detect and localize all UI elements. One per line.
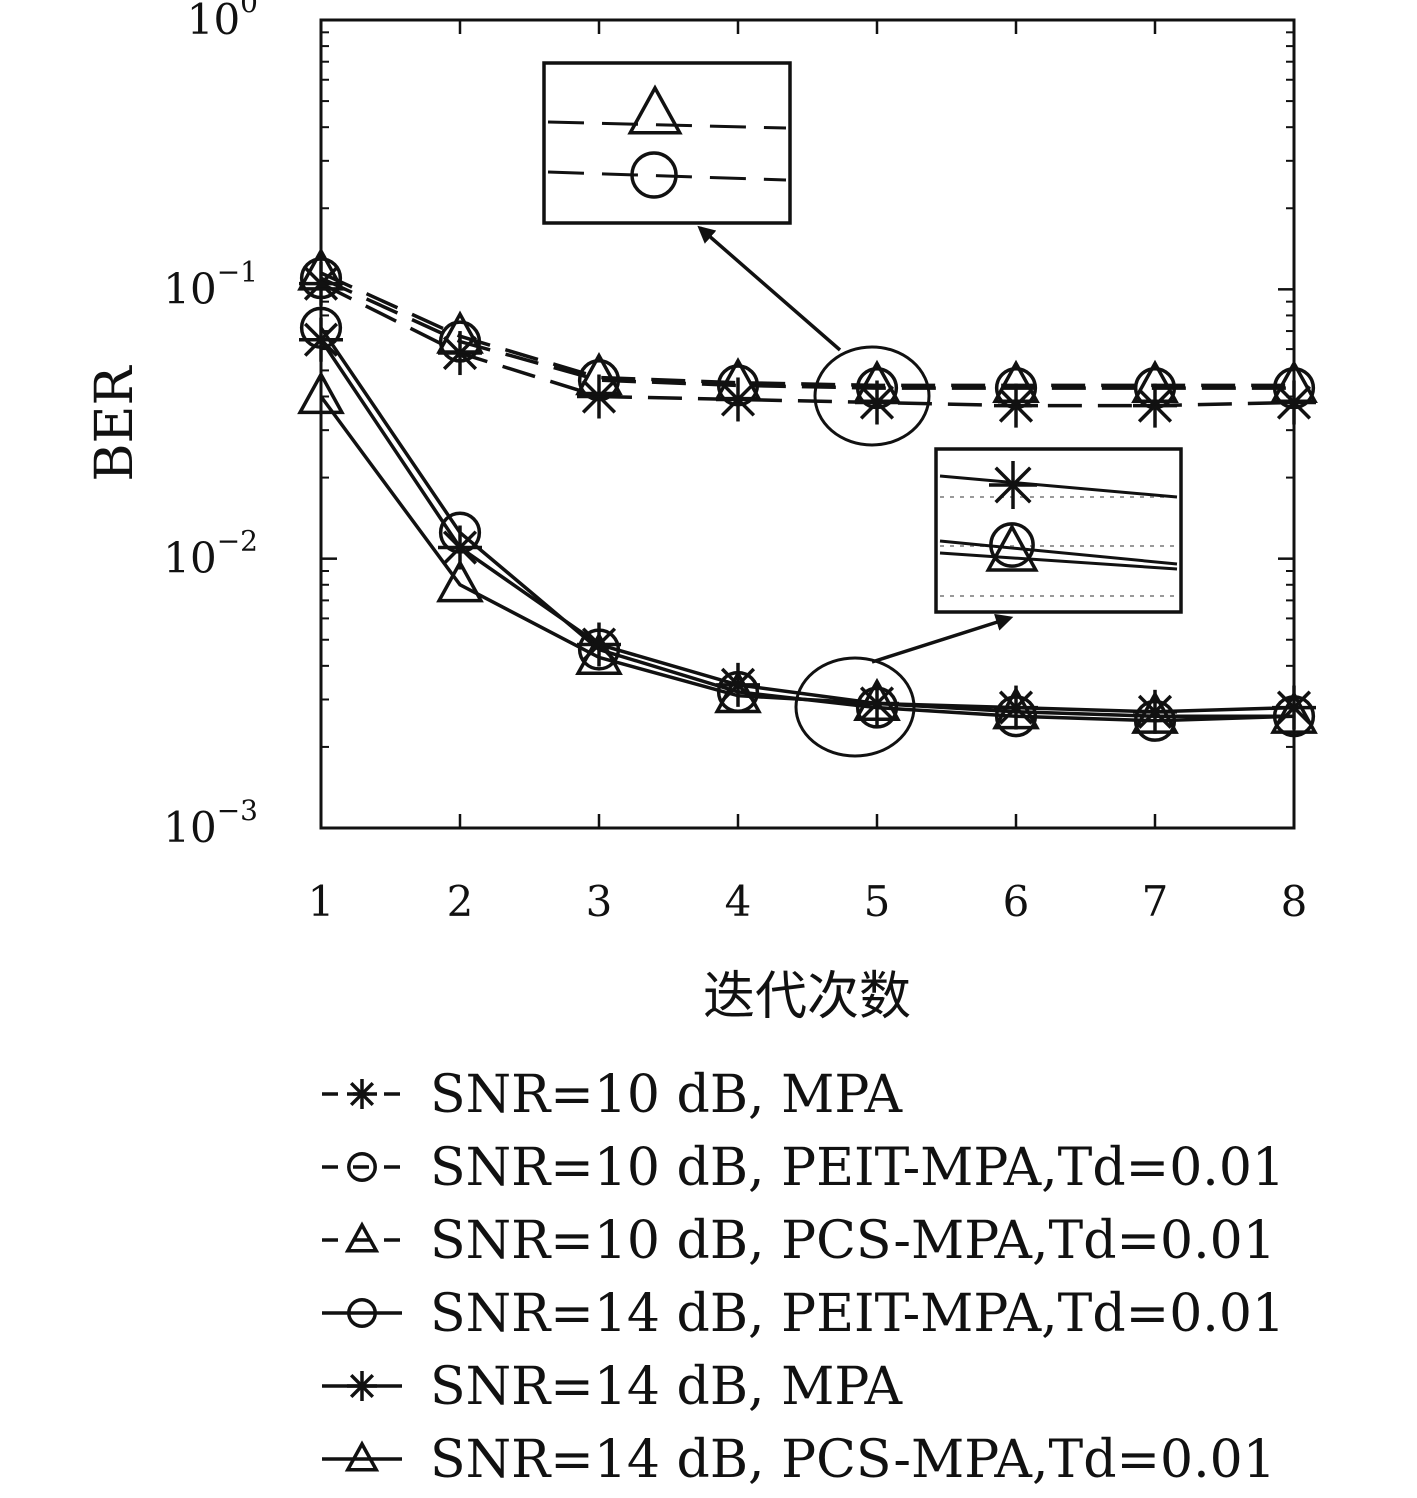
legend-entry: SNR=14 dB, PCS-MPA,Td=0.01 xyxy=(322,1430,1276,1490)
data-point xyxy=(299,257,343,300)
legend-label: SNR=14 dB, PCS-MPA,Td=0.01 xyxy=(430,1430,1276,1490)
zoom-arrow-lower xyxy=(871,613,1014,664)
data-point xyxy=(436,310,484,354)
series-line xyxy=(319,338,1295,714)
data-point xyxy=(297,370,345,415)
data-point xyxy=(716,364,760,407)
data-point xyxy=(1131,359,1179,403)
series-line xyxy=(320,282,1295,408)
y-axis-label: BER xyxy=(85,364,145,481)
legend-marker xyxy=(344,1221,380,1253)
y-tick-label: 10−2 xyxy=(163,525,258,583)
legend-entry: SNR=10 dB, PEIT-MPA,Td=0.01 xyxy=(322,1138,1285,1198)
legend-label: SNR=10 dB, PCS-MPA,Td=0.01 xyxy=(430,1211,1276,1271)
inset-marker-circle xyxy=(630,151,678,199)
data-point xyxy=(1131,690,1179,734)
data-point xyxy=(575,631,623,675)
annotations xyxy=(542,61,1183,758)
zoom-callout-ellipse-upper xyxy=(813,345,931,447)
x-tick-label: 2 xyxy=(447,877,474,926)
data-point xyxy=(1270,359,1318,403)
data-point xyxy=(299,317,343,362)
legend-marker xyxy=(347,1298,377,1328)
x-tick-label: 3 xyxy=(586,877,613,926)
data-point xyxy=(1270,690,1318,734)
series-group xyxy=(297,247,1318,742)
x-tick-label: 6 xyxy=(1003,877,1030,926)
y-tick-label: 100 xyxy=(187,0,258,44)
x-tick-label: 7 xyxy=(1142,877,1169,926)
inset-marker-triangle xyxy=(627,84,683,135)
series-6 xyxy=(297,370,1318,734)
data-point xyxy=(853,359,901,403)
legend-marker xyxy=(347,1152,377,1182)
x-tick-label: 1 xyxy=(308,877,335,926)
y-tick-label: 10−1 xyxy=(163,255,258,313)
data-point xyxy=(1272,366,1316,410)
data-point xyxy=(992,686,1040,730)
legend-label: SNR=14 dB, PEIT-MPA,Td=0.01 xyxy=(430,1284,1285,1344)
series-line xyxy=(320,276,1294,390)
data-point xyxy=(577,374,621,419)
legend-entry: SNR=14 dB, MPA xyxy=(322,1357,904,1417)
zoom-inset-upper xyxy=(542,61,792,225)
legend-label: SNR=14 dB, MPA xyxy=(430,1357,904,1417)
series-line xyxy=(320,271,1294,388)
data-point xyxy=(994,685,1038,730)
data-point xyxy=(436,559,484,603)
legend-entry: SNR=10 dB, PCS-MPA,Td=0.01 xyxy=(322,1211,1276,1271)
data-point xyxy=(714,670,762,714)
data-point xyxy=(855,366,899,410)
legend-label: SNR=10 dB, PEIT-MPA,Td=0.01 xyxy=(430,1138,1285,1198)
x-tick-label: 5 xyxy=(864,877,891,926)
legend-marker xyxy=(347,1371,377,1401)
x-axis-label: 迭代次数 xyxy=(703,967,911,1027)
data-point xyxy=(994,383,1038,428)
inset-marker-triangle xyxy=(985,523,1039,572)
legend-entry: SNR=10 dB, MPA xyxy=(322,1065,904,1125)
x-tick-label: 4 xyxy=(725,877,752,926)
zoom-inset-lower xyxy=(934,447,1183,614)
data-point xyxy=(992,359,1040,403)
legend-entry: SNR=14 dB, PEIT-MPA,Td=0.01 xyxy=(322,1284,1285,1344)
series-2 xyxy=(299,257,1316,410)
series-3 xyxy=(297,247,1318,403)
data-point xyxy=(853,677,901,722)
legend-marker xyxy=(344,1440,380,1472)
data-point xyxy=(714,357,762,401)
data-point xyxy=(1133,383,1177,428)
data-point xyxy=(577,359,621,402)
data-point xyxy=(297,247,345,291)
data-point xyxy=(575,352,623,396)
legend-marker xyxy=(347,1079,377,1109)
zoom-arrow-upper xyxy=(697,225,842,352)
legend-label: SNR=10 dB, MPA xyxy=(430,1065,904,1125)
data-point xyxy=(994,366,1038,410)
x-tick-label: 8 xyxy=(1281,877,1308,926)
series-line xyxy=(319,395,1294,718)
data-point xyxy=(1133,689,1177,734)
y-tick-label: 10−3 xyxy=(163,794,258,852)
data-point xyxy=(1133,366,1177,410)
zoom-callout-ellipse-lower xyxy=(794,656,916,758)
legend: SNR=10 dB, MPA SNR=10 dB, PEIT-MPA,Td=0.0… xyxy=(322,1065,1285,1490)
inset-marker-asterisk xyxy=(989,461,1037,509)
axes: 1 2 3 4 5 6 7 8 100 10−1 10−2 10−3 xyxy=(163,0,1307,926)
